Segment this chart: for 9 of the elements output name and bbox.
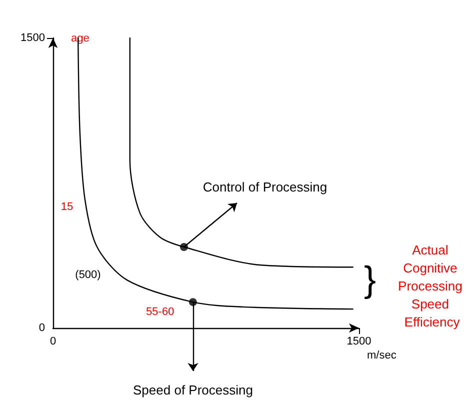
annotation: 55-60 — [146, 306, 174, 318]
annotation: Control of Processing — [202, 180, 328, 194]
line-series — [129, 37, 354, 268]
text: Speed of Processing — [133, 382, 253, 398]
annotation: 15 — [60, 201, 74, 213]
text: } — [364, 258, 376, 300]
x-axis-title: m/sec — [367, 350, 397, 362]
annotation: (500) — [75, 269, 101, 281]
text: Actual Cognitive Processing Speed Efficiency — [398, 242, 466, 330]
